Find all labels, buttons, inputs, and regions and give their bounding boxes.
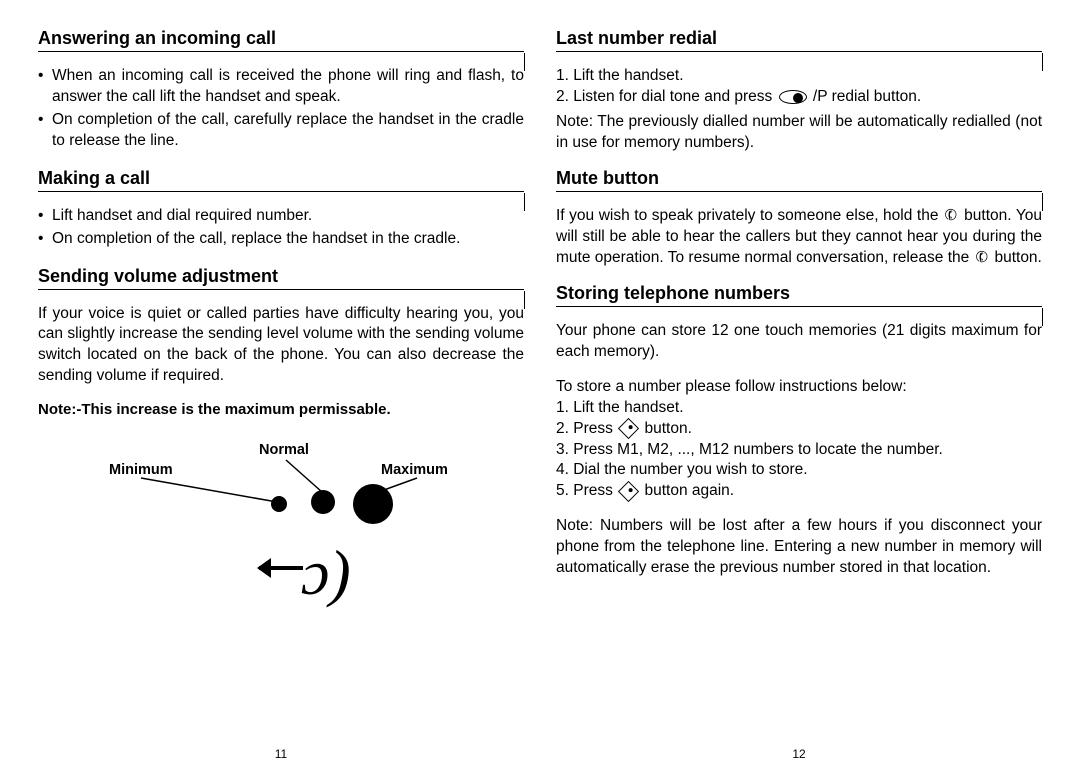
text-fragment: button. <box>990 249 1042 266</box>
heading-redial: Last number redial <box>556 28 1042 52</box>
list-item: On completion of the call, carefully rep… <box>38 110 524 152</box>
redial-block: 1. Lift the handset. 2. Listen for dial … <box>556 66 1042 154</box>
label-minimum: Minimum <box>109 462 173 478</box>
storing-steps: To store a number please follow instruct… <box>556 377 1042 503</box>
heading-making-call: Making a call <box>38 168 524 192</box>
ear-icon: ɔ) <box>301 536 351 610</box>
text-fragment: 2. Press <box>556 420 617 437</box>
redial-button-icon <box>779 90 807 104</box>
list-item: On completion of the call, replace the h… <box>38 229 524 250</box>
page-number-left: 11 <box>38 741 524 761</box>
page-number-right: 12 <box>556 741 1042 761</box>
redial-step: 1. Lift the handset. <box>556 66 1042 87</box>
store-button-icon <box>618 481 639 502</box>
step-line: 2. Press button. <box>556 419 1042 440</box>
handset-icon: ✆ <box>972 246 991 269</box>
store-button-icon <box>618 418 639 439</box>
step-line: 1. Lift the handset. <box>556 398 1042 419</box>
step-line: 3. Press M1, M2, ..., M12 numbers to loc… <box>556 440 1042 461</box>
mute-paragraph: If you wish to speak privately to someon… <box>556 206 1042 269</box>
handset-icon: ✆ <box>942 204 961 227</box>
storing-intro: Your phone can store 12 one touch memori… <box>556 321 1042 363</box>
text-fragment: button. <box>640 420 692 437</box>
making-call-list: Lift handset and dial required number. O… <box>38 206 524 252</box>
volume-dot-medium <box>311 490 335 514</box>
answering-list: When an incoming call is received the ph… <box>38 66 524 154</box>
volume-dot-large <box>353 484 393 524</box>
heading-answering: Answering an incoming call <box>38 28 524 52</box>
redial-step: 2. Listen for dial tone and press /P red… <box>556 87 1042 108</box>
text-fragment: /P redial button. <box>809 88 922 105</box>
list-item: Lift handset and dial required number. <box>38 206 524 227</box>
arrow-left-icon <box>259 566 303 570</box>
text-fragment: button again. <box>640 482 734 499</box>
text-fragment: 2. Listen for dial tone and press <box>556 88 777 105</box>
heading-storing: Storing telephone numbers <box>556 283 1042 307</box>
redial-note: Note: The previously dialled number will… <box>556 112 1042 154</box>
page-left: Answering an incoming call When an incom… <box>22 28 540 761</box>
heading-mute: Mute button <box>556 168 1042 192</box>
text-fragment: 5. Press <box>556 482 617 499</box>
step-line: 5. Press button again. <box>556 481 1042 502</box>
label-normal: Normal <box>259 442 309 458</box>
volume-dot-small <box>271 496 287 512</box>
connector-line <box>286 460 326 494</box>
connector-line <box>141 478 281 508</box>
volume-paragraph: If your voice is quiet or called parties… <box>38 304 524 388</box>
step-line: To store a number please follow instruct… <box>556 377 1042 398</box>
volume-note: Note:-This increase is the maximum permi… <box>38 401 524 418</box>
heading-volume: Sending volume adjustment <box>38 266 524 290</box>
volume-diagram: Minimum Normal Maximum ɔ) <box>71 438 491 628</box>
page-right: Last number redial 1. Lift the handset. … <box>540 28 1058 761</box>
storing-note: Note: Numbers will be lost after a few h… <box>556 516 1042 579</box>
list-item: When an incoming call is received the ph… <box>38 66 524 108</box>
text-fragment: If you wish to speak privately to someon… <box>556 207 943 224</box>
label-maximum: Maximum <box>381 462 448 478</box>
step-line: 4. Dial the number you wish to store. <box>556 460 1042 481</box>
